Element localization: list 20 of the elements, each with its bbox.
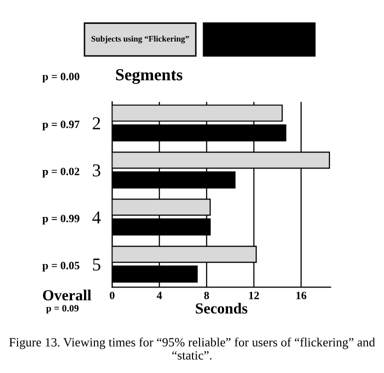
x-tick-label: 8 xyxy=(204,292,210,300)
y-tick-label: 2 xyxy=(92,117,100,130)
y-tick-label: 5 xyxy=(93,258,100,271)
text: Subjects using “Flickering” xyxy=(92,36,189,44)
text: p = 0.02 xyxy=(42,168,80,178)
x-tick-label: 12 xyxy=(249,292,259,300)
text: p = 0.05 xyxy=(42,262,80,272)
text: p = 0.09 xyxy=(46,304,79,314)
x-tick-label: 0 xyxy=(110,292,114,300)
text: p = 0.99 xyxy=(42,214,80,224)
y-tick-label: 3 xyxy=(92,164,100,176)
text: p = 0.00 xyxy=(42,72,80,83)
text: p = 0.97 xyxy=(42,120,80,130)
y-axis-title: Segments xyxy=(116,69,182,84)
caption: Figure 13. Viewing times for “95% reliable” for users of “flickering” and “static”. xyxy=(9,338,375,360)
text: Overall xyxy=(42,290,92,300)
y-tick-label: 4 xyxy=(92,211,101,224)
x-tick-label: 16 xyxy=(296,292,306,300)
x-tick-label: 4 xyxy=(156,292,162,300)
x-axis-title: Seconds xyxy=(196,302,248,314)
